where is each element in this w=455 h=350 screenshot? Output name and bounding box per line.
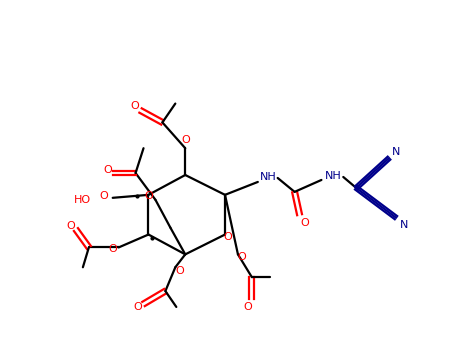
Text: O: O xyxy=(238,252,246,262)
Text: NH: NH xyxy=(259,172,276,182)
Text: O: O xyxy=(144,191,153,201)
Text: O: O xyxy=(108,244,117,254)
Text: HO: HO xyxy=(74,195,91,205)
Text: NH: NH xyxy=(325,171,342,181)
Text: O: O xyxy=(175,266,184,276)
Text: N: N xyxy=(392,147,400,157)
Text: O: O xyxy=(243,302,252,312)
Text: O: O xyxy=(99,191,108,201)
Text: O: O xyxy=(133,302,142,312)
Text: O: O xyxy=(223,231,233,242)
Text: O: O xyxy=(103,165,112,175)
Text: N: N xyxy=(400,219,408,230)
Text: O: O xyxy=(181,135,190,145)
Text: O: O xyxy=(300,218,309,228)
Text: O: O xyxy=(66,220,76,231)
Text: O: O xyxy=(130,100,139,111)
